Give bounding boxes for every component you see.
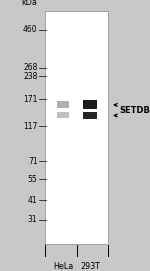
Text: 31: 31 bbox=[28, 215, 38, 224]
Bar bbox=[83, 101, 97, 109]
Bar bbox=[83, 112, 97, 119]
Text: 41: 41 bbox=[28, 195, 38, 205]
Text: 268: 268 bbox=[23, 63, 38, 72]
Text: 117: 117 bbox=[23, 122, 38, 131]
Text: 55: 55 bbox=[28, 175, 38, 184]
Text: 71: 71 bbox=[28, 157, 38, 166]
Text: 293T: 293T bbox=[80, 262, 100, 270]
Bar bbox=[57, 101, 69, 108]
Bar bbox=[57, 112, 69, 118]
Text: 238: 238 bbox=[23, 72, 38, 80]
Text: SETDB1: SETDB1 bbox=[119, 106, 150, 115]
Bar bbox=[45, 11, 108, 244]
Text: 171: 171 bbox=[23, 95, 38, 104]
Text: kDa: kDa bbox=[22, 0, 38, 7]
Text: HeLa: HeLa bbox=[53, 262, 73, 270]
Text: 460: 460 bbox=[23, 25, 38, 34]
